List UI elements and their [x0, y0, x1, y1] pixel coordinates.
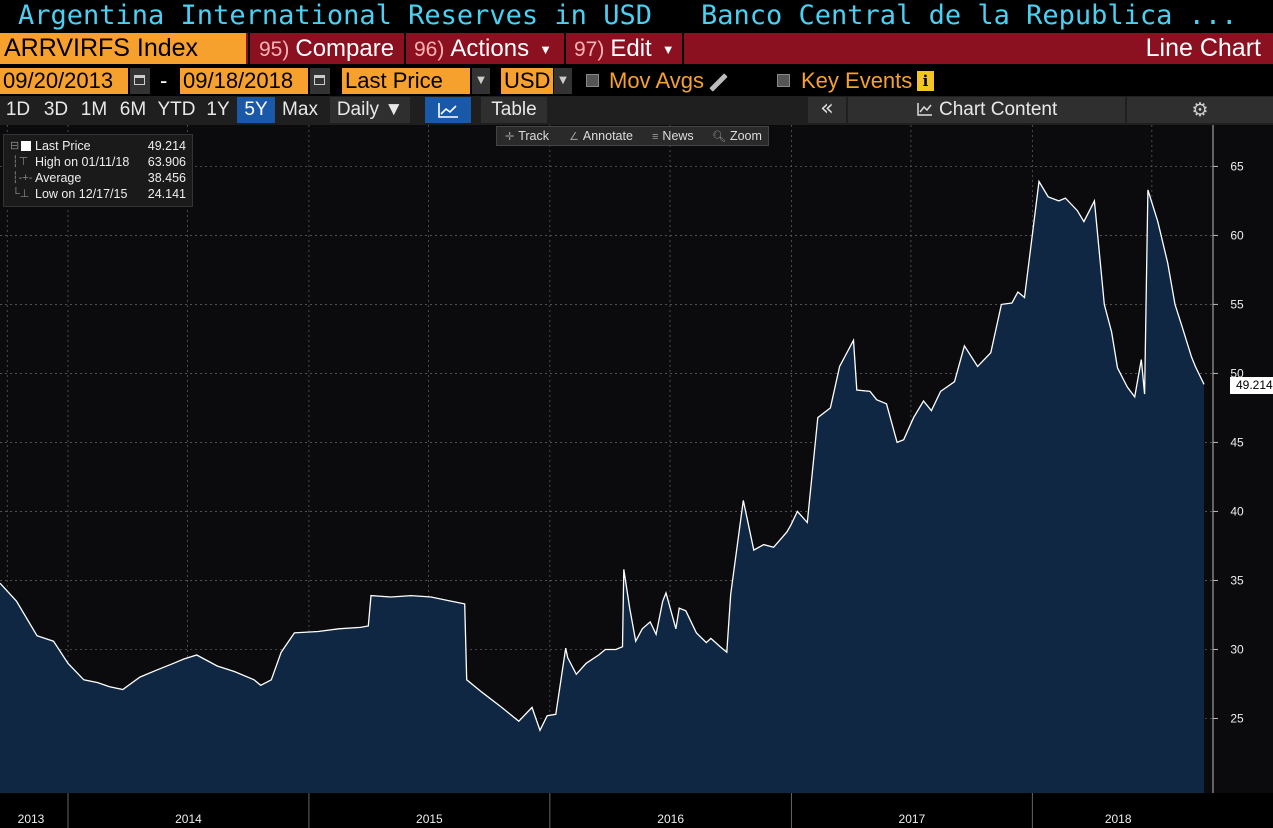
period-button-1d[interactable]: 1D	[5, 99, 31, 120]
period-bar: 1D 3D 1M 6M YTD 1Y 5Y Max Daily ▼ Table « Chart…	[0, 96, 1273, 125]
y-tick-label: 50	[1230, 366, 1244, 380]
track-button[interactable]: ✛ Track	[505, 127, 549, 145]
zoom-label: Zoom	[729, 129, 762, 143]
chart-legend: ⊟ Last Price 49.214 ┆⊤ High on 01/11/18 …	[3, 134, 193, 207]
calendar-icon[interactable]	[310, 68, 330, 94]
start-date-input[interactable]: 09/20/2013	[0, 68, 128, 94]
security-title: Argentina International Reserves in USD	[18, 0, 652, 31]
field-select[interactable]: Last Price	[342, 68, 470, 94]
y-tick-label: 40	[1230, 504, 1244, 518]
period-button-max[interactable]: Max	[282, 99, 318, 120]
key-events-label: Key Events	[801, 68, 913, 93]
x-tick-label: 2016	[657, 812, 684, 826]
legend-low-value: 24.141	[147, 187, 186, 201]
x-tick-label: 2014	[175, 812, 202, 826]
x-tick-label: 2017	[899, 812, 926, 826]
mov-avgs-checkbox[interactable]	[586, 74, 599, 87]
calendar-icon[interactable]	[130, 68, 150, 94]
edit-number: 97)	[574, 38, 605, 61]
x-axis: 2013 2014 2015 2016 2017 2018	[18, 793, 1132, 828]
chart-content-button[interactable]: Chart Content	[848, 97, 1125, 123]
x-tick-label: 2015	[416, 812, 443, 826]
y-axis: 25 30 35 40 45 50 55 60 65	[1213, 159, 1244, 725]
y-tick-label: 55	[1230, 297, 1244, 311]
legend-row-average: ┆-+- Average 38.456	[12, 171, 186, 185]
legend-row-low: └⊥ Low on 12/17/15 24.141	[12, 187, 186, 201]
chart-content-label: Chart Content	[938, 99, 1058, 120]
chevron-down-icon: ▼	[661, 42, 675, 58]
news-label: News	[662, 129, 694, 143]
annotate-icon: ∠	[569, 131, 579, 143]
magnifier-icon: 🔍︎	[712, 131, 726, 143]
chevron-down-icon[interactable]: ▼	[472, 68, 490, 94]
legend-row-high: ┆⊤ High on 01/11/18 63.906	[12, 155, 186, 169]
period-button-5y[interactable]: 5Y	[237, 97, 275, 123]
y-tick-label: 30	[1230, 642, 1244, 656]
title-bar: Argentina International Reserves in USD …	[0, 0, 1273, 32]
end-date-input[interactable]: 09/18/2018	[180, 68, 308, 94]
line-chart-icon[interactable]	[425, 97, 471, 123]
actions-button[interactable]: 96) Actions ▼	[414, 33, 552, 64]
period-button-6m[interactable]: 6M	[119, 99, 147, 120]
price-area	[0, 181, 1204, 793]
legend-high-value: 63.906	[147, 155, 186, 169]
collapse-icon[interactable]: «	[808, 97, 846, 123]
actions-number: 96)	[414, 38, 445, 61]
date-separator: -	[160, 68, 168, 93]
legend-average-label: Average	[35, 171, 82, 185]
annotate-button[interactable]: ∠ Annotate	[569, 127, 633, 145]
edit-button[interactable]: 97) Edit ▼	[574, 33, 675, 64]
y-tick-label: 60	[1230, 228, 1244, 242]
track-label: Track	[518, 129, 550, 143]
mov-avgs-label: Mov Avgs	[609, 68, 704, 93]
y-tick-label: 25	[1230, 711, 1244, 725]
table-button[interactable]: Table	[481, 97, 547, 123]
news-icon: ≡	[652, 131, 659, 143]
x-tick-label: 2013	[18, 812, 45, 826]
legend-high-label: High on 01/11/18	[35, 155, 130, 169]
news-button[interactable]: ≡ News	[652, 127, 694, 145]
legend-last-value: 49.214	[147, 139, 186, 153]
x-axis-strip	[0, 793, 1273, 828]
chart-type-label[interactable]: Line Chart	[1145, 34, 1261, 62]
legend-low-label: Low on 12/17/15	[35, 187, 128, 201]
x-tick-label: 2018	[1105, 812, 1132, 826]
parameter-bar: 09/20/2013 - 09/18/2018 Last Price ▼ USD…	[0, 66, 1273, 96]
compare-button[interactable]: 95) Compare	[259, 33, 394, 64]
chevron-down-icon[interactable]: ▼	[554, 68, 572, 94]
chart-content-icon	[916, 103, 932, 116]
crosshair-icon: ✛	[505, 131, 515, 143]
ticker-field[interactable]: ARRVIRFS Index	[0, 33, 246, 64]
edit-label: Edit	[610, 35, 652, 62]
annotate-label: Annotate	[582, 129, 633, 143]
last-price-tag: 49.214	[1230, 377, 1273, 394]
actions-label: Actions	[450, 35, 530, 62]
frequency-select[interactable]: Daily ▼	[330, 97, 410, 123]
function-toolbar: ARRVIRFS Index 95) Compare 96) Actions ▼ 97…	[0, 33, 1273, 64]
y-tick-label: 35	[1230, 573, 1244, 587]
info-icon[interactable]: i	[917, 71, 934, 91]
compare-number: 95)	[259, 38, 290, 61]
legend-average-value: 38.456	[147, 171, 186, 185]
pencil-icon[interactable]	[709, 73, 728, 92]
compare-label: Compare	[295, 35, 395, 62]
gear-icon[interactable]: ⚙	[1127, 97, 1273, 123]
price-line	[0, 179, 1205, 732]
period-button-1y[interactable]: 1Y	[206, 99, 230, 120]
chart-tools: ✛ Track ∠ Annotate ≡ News 🔍︎ Zoom	[496, 126, 769, 146]
chevron-down-icon: ▼	[539, 42, 552, 58]
zoom-button[interactable]: 🔍︎ Zoom	[712, 127, 762, 145]
period-button-3d[interactable]: 3D	[43, 99, 69, 120]
source-title: Banco Central de la Republica ...	[701, 0, 1238, 31]
period-button-ytd[interactable]: YTD	[157, 99, 196, 120]
y-tick-label: 65	[1230, 159, 1244, 173]
legend-row-last[interactable]: ⊟ Last Price 49.214	[10, 139, 186, 153]
legend-swatch	[21, 141, 31, 151]
currency-select[interactable]: USD	[501, 68, 553, 94]
key-events-checkbox[interactable]	[777, 74, 790, 87]
y-tick-label: 45	[1230, 435, 1244, 449]
legend-last-label: Last Price	[35, 139, 91, 153]
period-button-1m[interactable]: 1M	[80, 99, 108, 120]
